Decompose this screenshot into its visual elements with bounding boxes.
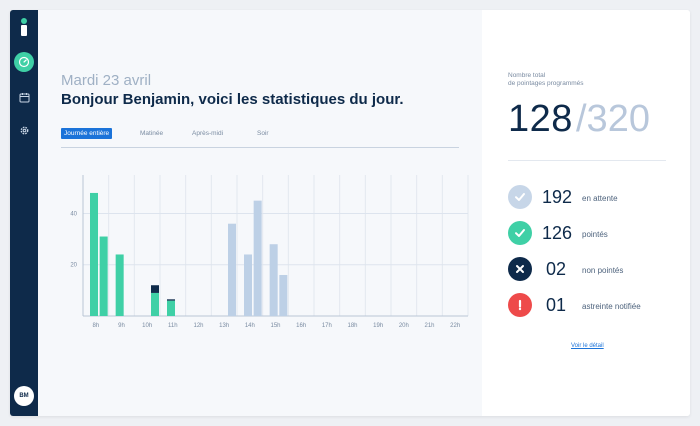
period-tabs: Journée entière Matinée Après-midi Soir (61, 127, 459, 148)
x-tick-label: 16h (296, 323, 306, 329)
bar (228, 223, 236, 316)
tab-soir[interactable]: Soir (257, 130, 269, 137)
x-tick-label: 14h (245, 323, 255, 329)
x-tick-label: 15h (270, 323, 280, 329)
total-count: 128 (508, 98, 573, 140)
bar (269, 244, 278, 316)
total-label-line1: Nombre total (508, 72, 546, 79)
x-tick-label: 17h (322, 323, 332, 329)
bar (151, 285, 159, 293)
dashboard-icon[interactable] (14, 52, 34, 72)
bar (167, 300, 175, 316)
stat-unchecked: 02 non pointés (508, 257, 678, 283)
hourly-bar-chart: 20 40 8h 9h 10h 11h 12h 13h 14h 15h 16h 17h 18h 19h 20… (70, 175, 469, 329)
x-tick-label: 21h (424, 323, 434, 329)
bar (90, 192, 98, 316)
app-logo (18, 18, 30, 36)
dashboard-main: Mardi 23 avril Bonjour Benjamin, voici l… (38, 10, 482, 416)
y-tick-label: 40 (70, 211, 77, 217)
check-icon (508, 185, 532, 209)
x-tick-label: 11h (168, 323, 178, 329)
x-tick-label: 9h (118, 323, 125, 329)
alert-icon (508, 293, 532, 317)
x-tick-label: 13h (219, 323, 229, 329)
user-avatar[interactable]: BM (14, 386, 34, 406)
y-tick-label: 20 (70, 263, 77, 269)
bar (244, 254, 252, 316)
stat-value: 01 (546, 295, 567, 315)
tab-journee-entiere[interactable]: Journée entière (61, 128, 113, 139)
planned-count: /320 (576, 98, 650, 140)
x-tick-label: 19h (373, 323, 383, 329)
x-tick-label: 18h (347, 323, 357, 329)
x-tick-label: 8h (92, 323, 99, 329)
stat-label: non pointés (582, 266, 624, 275)
stat-label: en attente (582, 194, 618, 203)
total-label-line2: de pointages programmés (508, 80, 584, 87)
bar (99, 236, 108, 316)
stat-label: pointés (582, 230, 608, 239)
bar (253, 200, 262, 316)
stat-value: 126 (542, 223, 573, 243)
divider (508, 160, 666, 161)
stat-pending: 192 en attente (508, 185, 678, 211)
page-title: Bonjour Benjamin, voici les statistiques… (61, 91, 404, 108)
view-details-link[interactable]: Voir le détail (571, 343, 604, 349)
x-tick-label: 10h (142, 323, 152, 329)
total-label: Nombre total de pointages programmés (508, 72, 584, 88)
bar (115, 254, 124, 316)
x-tick-label: 20h (399, 323, 409, 329)
check-icon (508, 221, 532, 245)
summary-panel: Nombre total de pointages programmés 128… (482, 10, 690, 416)
x-tick-label: 22h (450, 323, 460, 329)
stat-value: 192 (542, 187, 573, 207)
app-window: BM Mardi 23 avril Bonjour Benjamin, voic… (10, 10, 690, 416)
stat-label: astreinte notifiée (582, 302, 641, 311)
stat-oncall: 01 astreinte notifiée (508, 293, 678, 319)
sidebar: BM (10, 10, 38, 416)
bar (279, 274, 288, 316)
settings-icon[interactable] (14, 120, 34, 140)
stat-checked: 126 pointés (508, 221, 678, 247)
x-tick-label: 12h (193, 323, 203, 329)
tab-apres-midi[interactable]: Après-midi (192, 130, 224, 137)
tab-matinee[interactable]: Matinée (140, 130, 164, 137)
bar (151, 292, 159, 316)
cross-icon (508, 257, 532, 281)
calendar-icon[interactable] (14, 87, 34, 107)
stat-value: 02 (546, 259, 567, 279)
page-date: Mardi 23 avril (61, 72, 152, 89)
bar (167, 299, 175, 301)
